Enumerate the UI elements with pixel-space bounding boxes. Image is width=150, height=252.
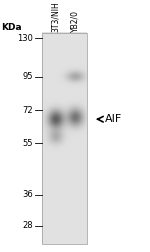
Bar: [42, 33, 87, 244]
Text: 3T3/NIH: 3T3/NIH: [51, 1, 60, 32]
Text: 36: 36: [22, 191, 33, 199]
Text: KDa: KDa: [2, 22, 22, 32]
Text: 28: 28: [22, 221, 33, 230]
Text: YB2/0: YB2/0: [70, 10, 80, 32]
Text: 95: 95: [22, 72, 33, 81]
Text: 72: 72: [22, 106, 33, 115]
Text: 130: 130: [17, 34, 33, 43]
Text: 55: 55: [22, 139, 33, 148]
Text: AIF: AIF: [105, 114, 122, 124]
